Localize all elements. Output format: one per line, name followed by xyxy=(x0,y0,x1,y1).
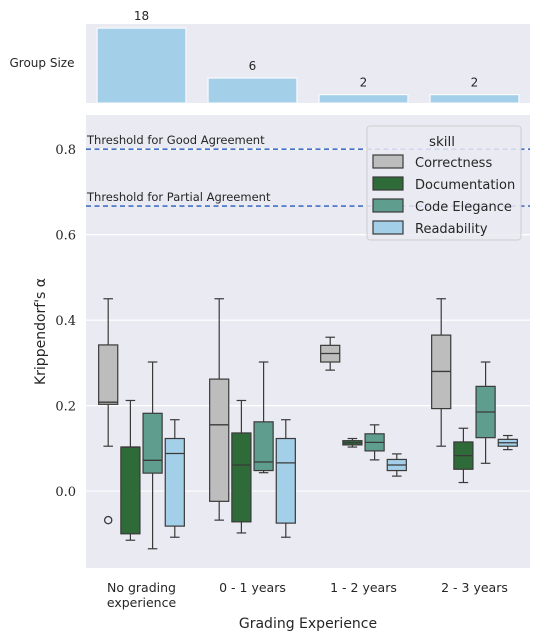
x-tick-label-no-grading-experience: experience xyxy=(107,595,177,610)
box-correctness-no-grading-experience-outlier xyxy=(103,515,113,525)
reference-line-label-threshold-for-partial-agreement: Threshold for Partial Agreement xyxy=(86,190,271,204)
legend-label-readability: Readability xyxy=(415,222,488,237)
reference-line-label-threshold-for-good-agreement: Threshold for Good Agreement xyxy=(86,133,265,147)
y-tick-label: 0.6 xyxy=(55,229,76,244)
group-size-bar-0-1-years xyxy=(207,77,298,104)
group-size-data-label-no-grading-experience: 18 xyxy=(134,9,149,23)
group-size-bar-1-2-years xyxy=(318,94,409,104)
box-readability-no-grading-experience xyxy=(164,437,185,527)
box-correctness-0-1-years xyxy=(209,378,230,502)
box-correctness-no-grading-experience xyxy=(98,344,119,405)
box-code-elegance-0-1-years xyxy=(253,421,274,472)
legend-swatch-readability xyxy=(372,220,404,235)
legend-swatch-correctness xyxy=(372,154,404,169)
legend-title: skill xyxy=(429,134,455,150)
box-documentation-no-grading-experience xyxy=(120,446,141,535)
x-tick-label-no-grading-experience: No grading xyxy=(107,580,176,595)
y-tick-label: 0.2 xyxy=(55,400,76,415)
legend-box xyxy=(366,125,522,241)
y-tick-label: 0.0 xyxy=(55,485,76,500)
box-documentation-0-1-years xyxy=(231,432,252,523)
x-tick-label-0-1-years: 0 - 1 years xyxy=(219,580,286,595)
group-size-data-label-0-1-years: 6 xyxy=(249,59,257,73)
box-code-elegance-no-grading-experience xyxy=(142,412,163,474)
legend-swatch-code-elegance xyxy=(372,198,404,213)
x-tick-label-1-2-years: 1 - 2 years xyxy=(330,580,397,595)
legend-label-code-elegance: Code Elegance xyxy=(415,200,512,215)
y-tick-label: 0.4 xyxy=(55,314,76,329)
x-tick-label-2-3-years: 2 - 3 years xyxy=(441,580,508,595)
group-size-bar-no-grading-experience xyxy=(96,27,187,104)
y-axis-label: Krippendorf's α xyxy=(33,278,49,385)
group-size-data-label-1-2-years: 2 xyxy=(360,76,368,90)
box-readability-0-1-years xyxy=(275,437,296,524)
y-tick-label: 0.8 xyxy=(55,143,76,158)
x-axis-label: Grading Experience xyxy=(239,616,377,632)
legend-label-correctness: Correctness xyxy=(415,156,492,171)
legend-swatch-documentation xyxy=(372,176,404,191)
group-size-data-label-2-3-years: 2 xyxy=(471,76,479,90)
group-size-bar-2-3-years xyxy=(429,94,520,104)
group-size-label: Group Size xyxy=(10,56,75,70)
legend-label-documentation: Documentation xyxy=(415,178,515,193)
